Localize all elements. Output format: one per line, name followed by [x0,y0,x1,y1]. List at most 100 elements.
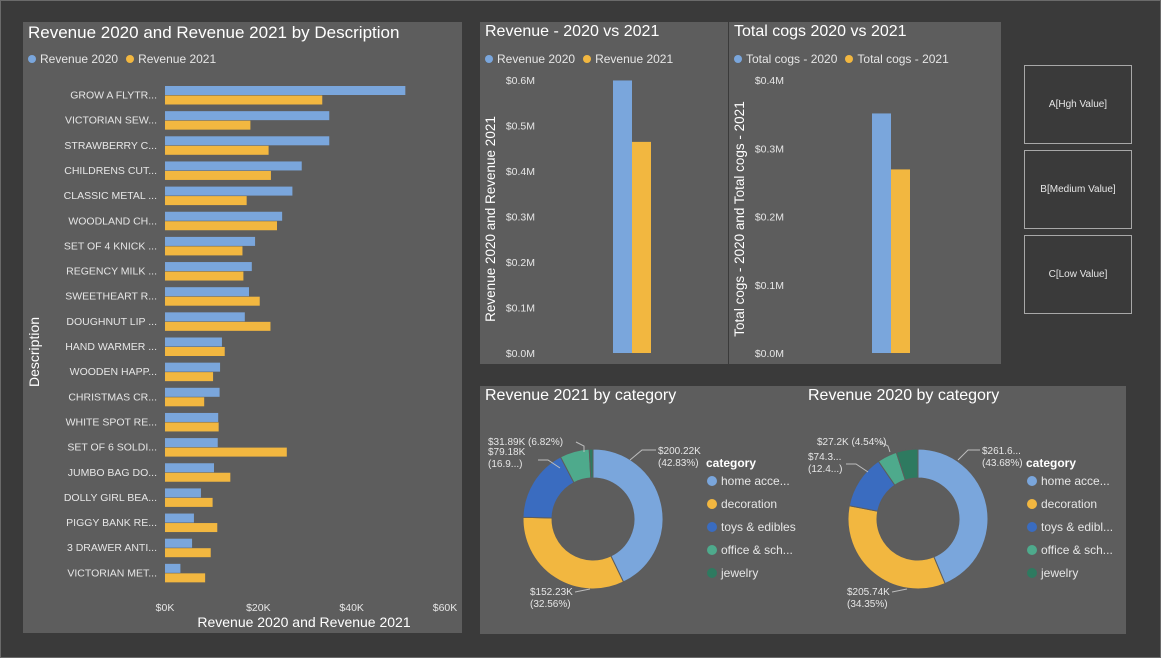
legend-label-toys: toys & edibles [721,520,796,534]
donut-leader-line [574,588,591,593]
bar-2020 [165,463,214,473]
category-label: WHITE SPOT RE... [66,416,157,428]
category-label: CHILDRENS CUT... [64,165,157,177]
bar-2020 [165,287,249,297]
category-label: VICTORIAN SEW... [65,115,157,127]
donut-data-label: (43.68%) [982,458,1023,469]
category-label: WOODEN HAPP... [70,366,157,378]
bar-2021 [165,321,271,331]
bar-2020 [165,161,302,171]
bar-2020 [165,236,256,246]
cogs-compare-legend: Total cogs - 2020 Total cogs - 2021 [734,52,957,66]
donut-leader-line [957,449,980,461]
category-label: SWEETHEART R... [65,291,157,303]
legend-label-decoration: decoration [721,497,777,511]
donut-leader-line [891,588,908,593]
bar-2020 [165,387,220,397]
column-2021 [632,141,651,353]
bar-2020 [165,563,181,573]
bar-2021 [165,145,269,155]
donut-data-label: (32.56%) [530,599,571,610]
bar-2021 [165,120,251,130]
legend-dot-rev-2021 [583,55,592,63]
bar-2021 [165,497,213,507]
bar-2020 [165,186,293,196]
category-label: JUMBO BAG DO... [68,467,157,479]
donut-data-label: $27.2K (4.54%) [817,437,887,448]
slicer-button-low[interactable]: C[Low Value] [1024,235,1132,314]
bar-2020 [165,538,193,548]
y-axis-title: Total cogs - 2020 and Total cogs - 2021 [732,101,747,336]
bar-2020 [165,362,221,372]
y-tick-label: $0.1M [506,303,535,315]
revenue-compare-title: Revenue - 2020 vs 2021 [485,23,660,40]
donut-data-label: $205.74K [847,587,890,598]
revenue-column-chart: $0.0M $0.1M $0.2M $0.3M $0.4M $0.5M $0.6M Reven… [483,75,651,360]
legend-dot-rev-2020 [485,55,493,63]
donut-data-label: (42.83%) [658,458,699,469]
y-tick-label: $0.4M [755,75,784,87]
bar-2021 [165,397,205,407]
x-axis-title: Revenue 2020 and Revenue 2021 [197,614,411,630]
revenue-compare-panel: Revenue - 2020 vs 2021 Revenue 2020 Reve… [480,22,728,364]
legend-dot-2021 [126,55,135,63]
donut-data-label: $261.6... [982,446,1021,457]
donut-slice-home [917,448,989,585]
legend-label-decoration: decoration [1041,497,1097,511]
legend-label-2020: Revenue 2020 [40,52,119,66]
legend-dot-decoration [707,499,717,509]
bar-2021 [165,246,243,256]
legend-dot-home [1027,476,1037,486]
legend-label-jewelry: jewelry [720,566,758,580]
donut-slice-jewelry [895,448,919,481]
category-label: VICTORIAN MET... [67,567,157,579]
y-axis-title: Description [26,317,42,387]
bar-2020 [165,412,219,422]
donut-data-label: $200.22K [658,446,701,457]
legend-dot-home [707,476,717,486]
category-label: GROW A FLYTR... [70,90,157,102]
bar-2021 [165,296,260,306]
y-tick-label: $0.0M [755,348,784,360]
category-label: SET OF 4 KNICK ... [64,240,157,252]
category-label: WOODLAND CH... [68,215,157,227]
legend-label-office: office & sch... [1041,543,1113,557]
x-tick-label: $0K [156,602,175,614]
category-label: CHRISTMAS CR... [68,391,157,403]
donut-slice-jewelry [588,448,594,479]
bar-2021 [165,447,287,457]
donut-data-label: $31.89K (6.82%) [488,437,563,448]
legend-dot-office [1027,545,1037,555]
legend-item-2021[interactable]: Revenue 2021 [126,52,216,66]
x-tick-label: $60K [433,602,458,614]
legend-item-cogs-2021[interactable]: Total cogs - 2021 [845,52,949,66]
bar-2021 [165,196,247,206]
column-2020 [613,80,632,353]
bar-2020 [165,438,218,448]
slicer-button-medium[interactable]: B[Medium Value] [1024,150,1132,229]
y-tick-label: $0.6M [506,75,535,87]
x-tick-label: $40K [339,602,364,614]
y-tick-label: $0.0M [506,348,535,360]
bar-2020 [165,513,194,523]
column-2020 [872,113,891,353]
bar-2020 [165,211,283,221]
legend-label-rev-2021: Revenue 2021 [595,52,674,66]
bar-2020 [165,488,201,498]
bar-2020 [165,262,252,272]
legend-item-rev-2020[interactable]: Revenue 2020 [485,52,575,66]
legend-label-toys: toys & edibl... [1041,520,1113,534]
legend-item-2020[interactable]: Revenue 2020 [28,52,118,66]
donut-legend-title: category [1026,456,1076,470]
cogs-compare-panel: Total cogs 2020 vs 2021 Total cogs - 202… [729,22,1001,364]
legend-label-home: home acce... [721,474,790,488]
bar-2020 [165,337,222,347]
donut-slice-home [592,448,664,583]
slicer-button-high[interactable]: A[Hgh Value] [1024,65,1132,144]
donut-leader-line [879,441,891,453]
category-label: 3 DRAWER ANTI... [67,542,157,554]
legend-item-rev-2021[interactable]: Revenue 2021 [583,52,673,66]
legend-item-cogs-2020[interactable]: Total cogs - 2020 [734,52,837,66]
category-label: SET OF 6 SOLDI... [67,442,157,454]
bar-2020 [165,136,330,146]
